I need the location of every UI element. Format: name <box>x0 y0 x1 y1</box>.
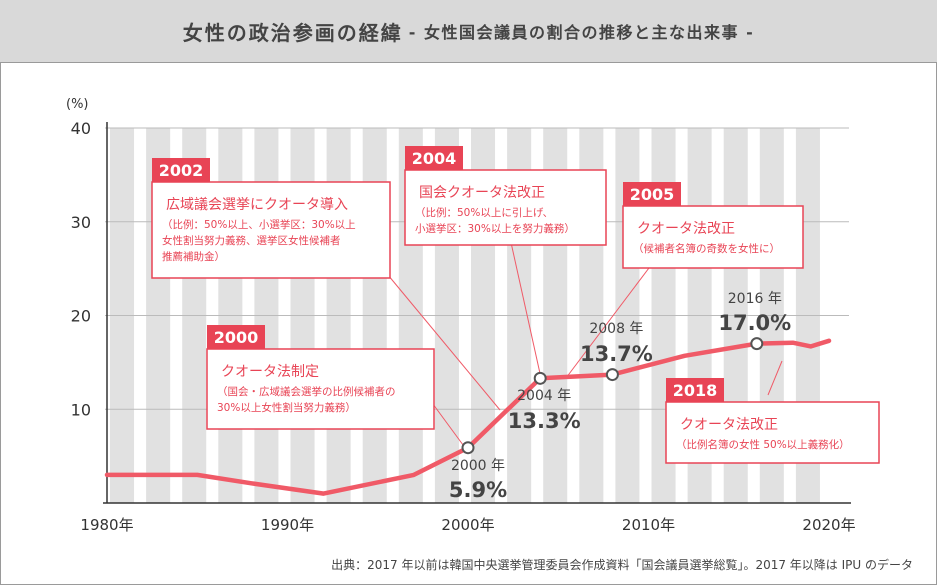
data-label-value: 13.3% <box>508 409 581 433</box>
y-tick-label: 20 <box>71 307 91 326</box>
page-title: 女性の政治参画の経緯 <box>182 20 403 45</box>
annotation-year: 2004 <box>412 149 457 168</box>
annotation-detail: （候補者名簿の奇数を女性に） <box>633 242 780 255</box>
annotation-detail: 小選挙区：30%以上を努力義務） <box>415 222 575 235</box>
annotation-year: 2002 <box>159 161 204 180</box>
annotation-detail: 30%以上女性割当努力義務） <box>217 401 356 414</box>
page-subtitle: - 女性国会議員の割合の推移と主な出来事 - <box>408 23 755 42</box>
data-point-marker <box>533 371 547 385</box>
annotation-tag <box>207 325 265 349</box>
annotation-box <box>622 205 804 269</box>
data-label-year: 2000 年 <box>451 458 505 474</box>
source-note: 出典：2017 年以前は韓国中央選挙管理委員会作成資料「国会議員選挙総覧」。20… <box>331 558 913 572</box>
title-bar: 女性の政治参画の経緯 - 女性国会議員の割合の推移と主な出来事 - <box>0 0 937 63</box>
y-axis-unit: (%) <box>66 97 89 112</box>
annotation-detail: （比例：50%以上、小選挙区：30%以上 <box>162 218 356 231</box>
y-tick-label: 10 <box>71 400 91 419</box>
annotation-detail: 女性割当努力義務、選挙区女性候補者 <box>162 234 341 247</box>
leader-line <box>565 259 656 379</box>
annotation-tag <box>666 378 724 402</box>
annotation-box <box>151 181 391 279</box>
annotation-box <box>206 348 435 430</box>
y-tick-label: 30 <box>71 213 91 232</box>
annotation-box <box>665 401 880 464</box>
annotation-detail: （比例名簿の女性 50%以上義務化） <box>676 438 850 451</box>
annotation-tag <box>152 158 210 182</box>
annotation-heading: クオータ法改正 <box>680 417 778 433</box>
annotation-tag <box>623 182 681 206</box>
leader-line <box>387 274 501 411</box>
x-tick-label: 1990年 <box>261 516 314 534</box>
data-label-value: 13.7% <box>580 342 653 366</box>
data-point-marker <box>750 337 764 351</box>
data-label-value: 5.9% <box>449 478 507 502</box>
annotation-detail: （国会・広域議会選挙の比例候補者の <box>217 385 396 398</box>
annotation-tag <box>405 146 463 170</box>
x-tick-label: 2000年 <box>441 516 494 534</box>
annotation-heading: クオータ法制定 <box>221 364 319 380</box>
leader-line <box>429 399 467 450</box>
leader-line <box>509 237 542 379</box>
data-label-value: 17.0% <box>718 311 791 335</box>
annotation-detail: （比例：50%以上に引上げ、 <box>415 206 553 219</box>
annotation-year: 2005 <box>630 185 675 204</box>
annotation-year: 2000 <box>214 328 259 347</box>
y-tick-label: 40 <box>71 119 91 138</box>
data-label-year: 2016 年 <box>728 291 782 307</box>
annotation-heading: クオータ法改正 <box>637 221 735 237</box>
annotation-detail: 推薦補助金） <box>162 250 225 263</box>
annotation-box <box>404 169 607 246</box>
annotation-heading: 広域議会選挙にクオータ導入 <box>166 196 348 213</box>
leader-line <box>767 360 783 396</box>
annotation-year: 2018 <box>673 381 718 400</box>
x-tick-label: 2010年 <box>622 516 675 534</box>
data-point-marker <box>605 368 619 382</box>
x-tick-label: 2020年 <box>802 516 855 534</box>
data-label-year: 2008 年 <box>589 321 643 337</box>
data-label-year: 2004 年 <box>517 388 571 404</box>
data-point-marker <box>461 441 475 455</box>
annotation-heading: 国会クオータ法改正 <box>419 185 545 201</box>
x-tick-label: 1980年 <box>80 516 133 534</box>
